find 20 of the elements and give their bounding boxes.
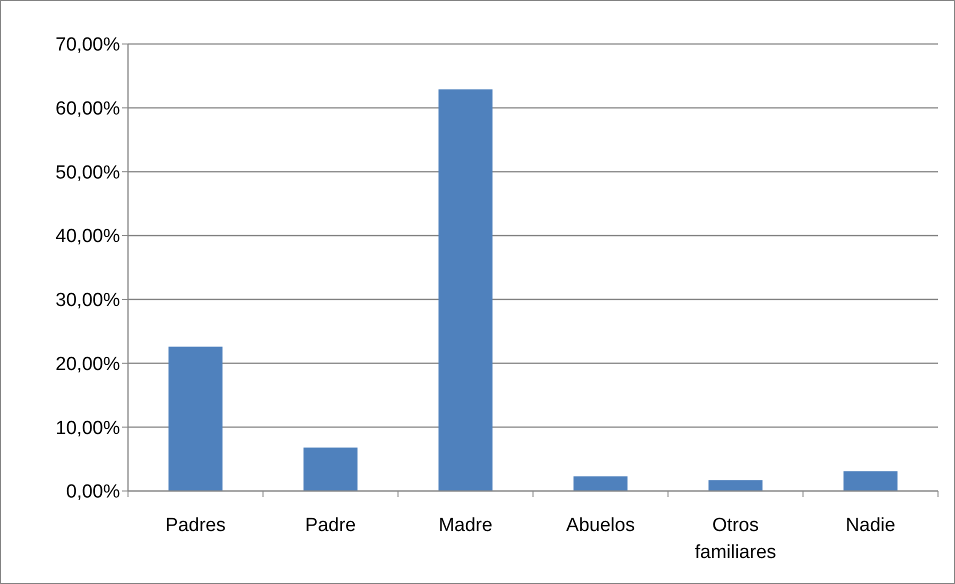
y-tick-label: 40,00% <box>56 226 120 248</box>
y-tick-label: 20,00% <box>56 354 120 375</box>
y-tick-label: 0,00% <box>66 482 120 503</box>
x-tick-label: Padres <box>165 515 226 536</box>
bar <box>168 346 222 491</box>
bar <box>844 471 898 491</box>
bar <box>304 448 358 491</box>
y-tick-label: 70,00% <box>56 34 120 56</box>
x-tick-label: Madre <box>438 515 492 536</box>
x-tick-label: Abuelos <box>566 515 635 536</box>
x-tick-label: Otros familiares <box>694 515 776 563</box>
y-tick-label: 10,00% <box>56 418 120 439</box>
y-tick-label: 50,00% <box>56 162 120 184</box>
bar <box>708 480 762 491</box>
x-tick-label: Padre <box>305 515 356 536</box>
y-tick-label: 60,00% <box>56 98 120 120</box>
bar <box>438 89 492 491</box>
x-tick-label: Nadie <box>846 515 896 536</box>
bar <box>574 476 628 491</box>
y-tick-label: 30,00% <box>56 290 120 312</box>
